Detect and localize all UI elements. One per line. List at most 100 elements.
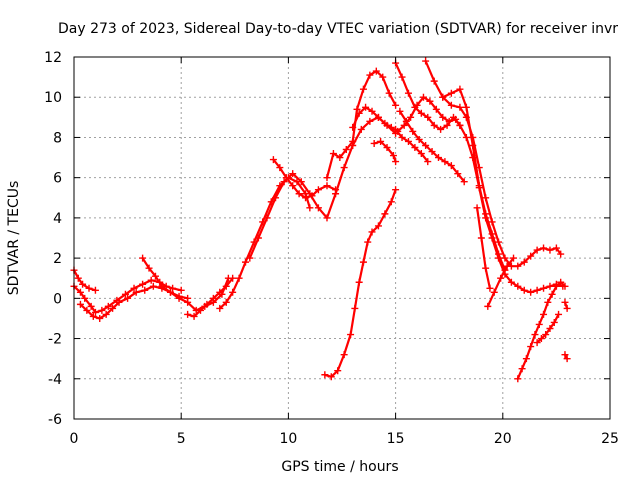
data-point — [484, 302, 492, 310]
series-line — [323, 188, 397, 378]
data-point — [462, 103, 470, 111]
series-line — [141, 257, 230, 312]
data-point — [495, 250, 503, 258]
data-point — [124, 294, 132, 302]
data-point — [355, 109, 363, 117]
data-point — [533, 339, 541, 347]
data-point — [383, 144, 391, 151]
series-line — [272, 158, 337, 199]
data-point — [422, 141, 430, 149]
data-point — [552, 282, 560, 290]
plot-frame — [73, 56, 611, 420]
data-point — [121, 290, 129, 298]
data-point — [454, 170, 462, 178]
grid — [74, 57, 610, 419]
data-point — [563, 355, 571, 363]
data-point — [149, 282, 157, 290]
data-point — [246, 254, 254, 262]
series-arc-11 — [370, 137, 400, 166]
data-point — [85, 284, 93, 292]
data-point — [552, 244, 560, 252]
data-point — [510, 254, 518, 262]
data-point — [419, 93, 427, 101]
data-point — [473, 204, 481, 212]
series-arc-23 — [561, 351, 571, 363]
data-point — [368, 107, 376, 115]
data-point — [540, 244, 548, 252]
data-point — [357, 125, 365, 133]
series-line — [441, 88, 506, 272]
y-tick-label: -6 — [48, 412, 62, 428]
data-point — [447, 101, 455, 109]
data-point — [447, 162, 455, 170]
data-point — [488, 218, 496, 226]
data-point — [370, 139, 378, 147]
series-line — [373, 140, 397, 163]
data-point — [327, 373, 335, 381]
data-point — [87, 302, 95, 310]
data-point — [374, 113, 382, 121]
data-point — [79, 280, 87, 288]
data-point — [323, 174, 331, 182]
data-point — [91, 308, 99, 316]
x-tick-label: 10 — [279, 431, 297, 447]
data-point — [362, 103, 370, 111]
y-tick-label: 10 — [44, 90, 62, 106]
data-point — [514, 375, 522, 383]
data-point — [456, 103, 464, 111]
data-point — [557, 278, 565, 286]
y-axis-label: SDTVAR / TECUs — [6, 181, 22, 296]
data-point — [514, 262, 522, 270]
data-point — [115, 298, 123, 306]
data-point — [533, 286, 541, 294]
data-point — [542, 331, 550, 339]
data-point — [323, 182, 331, 190]
data-point — [486, 284, 494, 292]
data-point — [91, 286, 99, 294]
data-point — [96, 314, 104, 322]
data-point — [308, 192, 316, 200]
series-arc-14 — [396, 107, 468, 186]
data-point — [364, 238, 372, 246]
data-point — [359, 85, 367, 93]
data-point — [407, 113, 415, 121]
data-point — [441, 158, 449, 166]
data-point — [482, 210, 490, 218]
data-point — [456, 85, 464, 93]
series-line — [535, 313, 560, 344]
series-line — [516, 281, 567, 380]
data-point — [151, 272, 159, 280]
data-point — [449, 113, 457, 121]
data-point — [557, 250, 565, 258]
y-tick-label: 0 — [53, 291, 62, 307]
data-point — [387, 123, 395, 131]
data-point — [531, 331, 539, 339]
data-point — [366, 71, 374, 79]
data-point — [507, 278, 515, 286]
series-arc-1 — [70, 276, 185, 316]
data-point — [563, 304, 571, 312]
data-point — [482, 194, 490, 202]
x-tick-label: 15 — [387, 431, 405, 447]
data-point — [434, 154, 442, 162]
data-point — [561, 298, 569, 306]
series-arc-21 — [533, 310, 563, 347]
data-point — [321, 371, 329, 379]
data-point — [527, 252, 535, 260]
series-arc-4 — [139, 254, 232, 314]
data-point — [548, 290, 556, 298]
y-tick-label: 6 — [53, 171, 62, 187]
data-point — [76, 300, 84, 308]
data-point — [359, 258, 367, 266]
data-point — [430, 77, 438, 85]
y-tick-label: -4 — [48, 372, 62, 388]
data-point — [428, 148, 436, 156]
data-point — [398, 133, 406, 141]
data-point — [175, 294, 183, 302]
data-point — [289, 170, 297, 178]
data-point — [404, 89, 412, 97]
data-point — [392, 101, 400, 109]
data-point — [540, 310, 548, 318]
data-point — [439, 113, 447, 121]
series-arc-22 — [561, 298, 571, 312]
